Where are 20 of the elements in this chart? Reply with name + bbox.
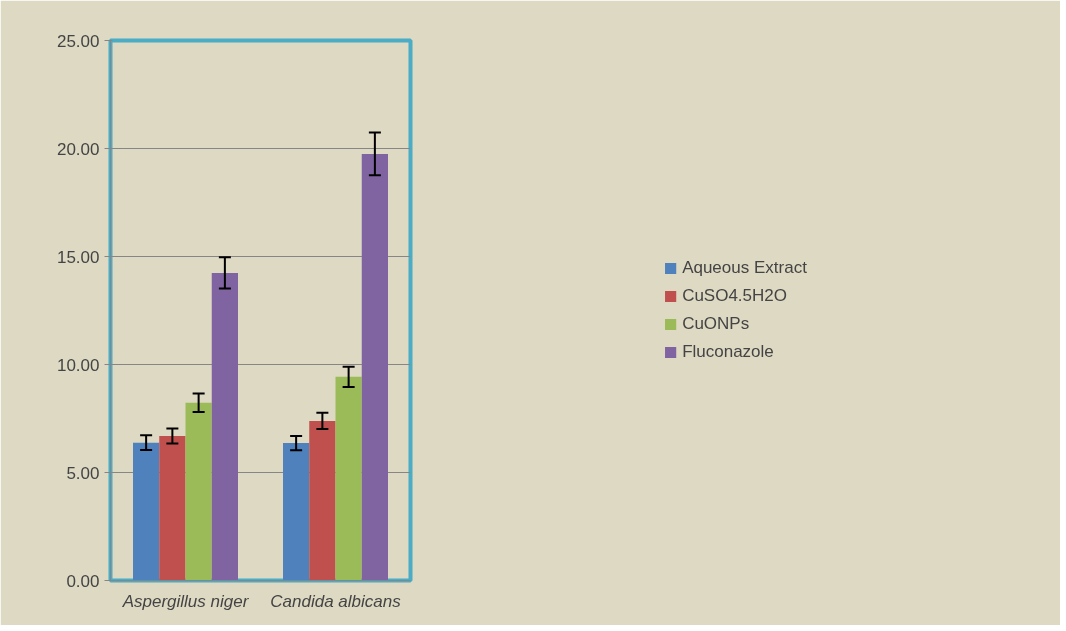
bar <box>159 436 186 581</box>
legend-label: Fluconazole <box>682 342 774 362</box>
bar <box>335 376 362 581</box>
y-tick-label: 10.00 <box>56 355 100 375</box>
bar <box>309 420 336 581</box>
y-tick-label: 0.00 <box>66 571 100 591</box>
bar <box>211 272 238 581</box>
y-tick-label: 20.00 <box>56 139 100 159</box>
bar <box>185 402 212 581</box>
bar <box>133 442 160 581</box>
y-tick-label: 25.00 <box>56 31 100 51</box>
x-tick-label: Candida albicans <box>270 591 402 611</box>
y-tick-label: 15.00 <box>56 247 100 267</box>
legend-label: Aqueous Extract <box>682 258 807 278</box>
legend-label: CuONPs <box>682 314 750 334</box>
bar <box>361 153 388 581</box>
x-tick-label: Aspergillus niger <box>121 591 250 611</box>
bar <box>283 443 310 581</box>
legend-label: CuSO4.5H2O <box>682 286 788 306</box>
y-tick-label: 5.00 <box>66 463 100 483</box>
